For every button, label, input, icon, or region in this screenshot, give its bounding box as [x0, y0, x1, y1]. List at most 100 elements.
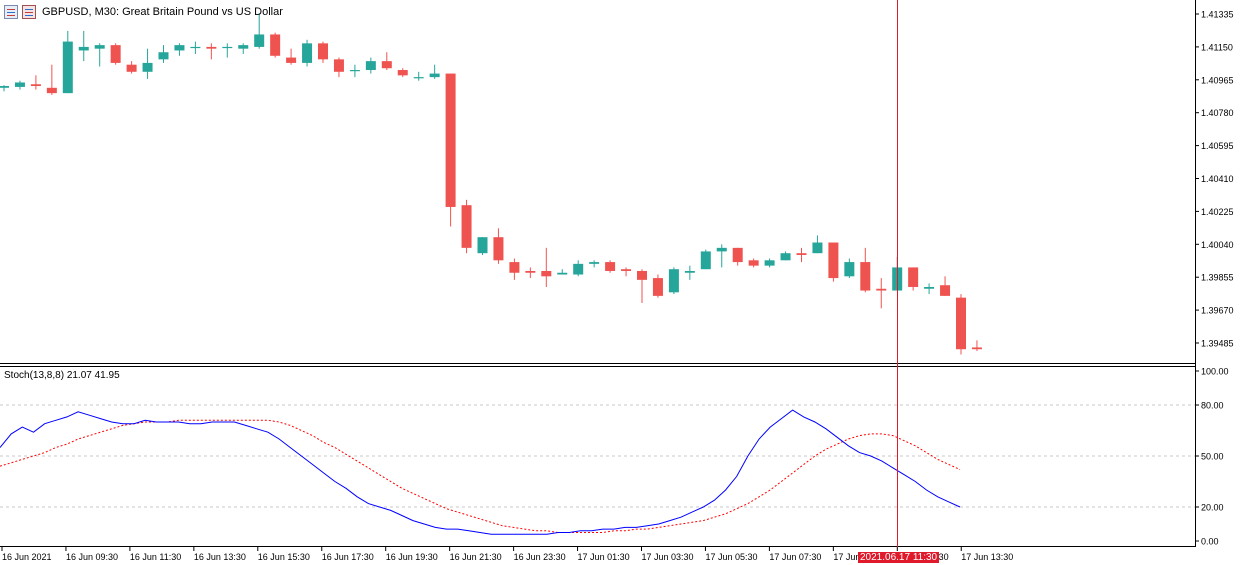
time-label: 17 Jun 07:30 [769, 552, 821, 562]
bearish-candle [908, 267, 919, 287]
bearish-candle [748, 260, 759, 266]
bullish-candle [716, 247, 727, 252]
bullish-candle [222, 46, 233, 49]
stochastic-signal-line [0, 419, 961, 533]
bullish-candle [254, 34, 265, 47]
stochastic-series [0, 409, 961, 535]
bullish-candle [14, 82, 25, 87]
time-label: 17 Jun 01:30 [578, 552, 630, 562]
time-label: 16 Jun 17:30 [322, 552, 374, 562]
bearish-candle [381, 61, 392, 69]
trade-panel-icon[interactable] [22, 5, 36, 19]
bearish-candle [461, 205, 472, 248]
time-label: 17 Jun 05:30 [705, 552, 757, 562]
bearish-candle [46, 87, 57, 94]
oscillator-axis: 100.00 80.00 50.00 20.00 0.00 [1195, 367, 1229, 547]
bullish-candle [302, 43, 313, 63]
price-label: 1.39485 [1201, 339, 1234, 349]
bearish-candle [828, 242, 839, 279]
oscillator-label: 0.00 [1201, 537, 1219, 547]
bearish-candle [270, 34, 281, 56]
chart-title-bar: GBPUSD, M30: Great Britain Pound vs US D… [4, 4, 283, 20]
oscillator-label: 100.00 [1201, 367, 1229, 377]
bullish-candle [844, 262, 855, 277]
bullish-candle [812, 242, 823, 254]
bullish-candle [413, 77, 424, 79]
bullish-candle [349, 70, 360, 72]
time-label: 16 Jun 19:30 [386, 552, 438, 562]
time-label: 17 Jun 03:30 [642, 552, 694, 562]
bullish-candle [684, 270, 695, 273]
bearish-candle [971, 347, 982, 350]
crosshair-time-label: 2021.06.17 11:30 [858, 552, 940, 563]
bearish-candle [876, 288, 887, 291]
chart-title: GBPUSD, M30: Great Britain Pound vs US D… [42, 6, 283, 18]
bullish-candle [589, 262, 600, 264]
bearish-candle [110, 45, 121, 63]
price-label: 1.40780 [1201, 108, 1234, 118]
bullish-candle [158, 52, 169, 60]
time-label: 16 Jun 23:30 [514, 552, 566, 562]
price-label: 1.40595 [1201, 141, 1234, 151]
bullish-candle [557, 272, 568, 275]
bullish-candle [668, 269, 679, 293]
bullish-candle [429, 73, 440, 78]
bearish-candle [397, 70, 408, 76]
bearish-candle [30, 84, 41, 87]
oscillator-level-lines [0, 404, 1195, 508]
price-label: 1.41335 [1201, 10, 1234, 20]
time-label: 16 Jun 09:30 [66, 552, 118, 562]
bearish-candle [541, 270, 552, 277]
price-label: 1.41150 [1201, 42, 1233, 52]
bearish-candle [509, 262, 520, 273]
price-label: 1.40965 [1201, 75, 1234, 85]
bearish-candle [652, 278, 663, 296]
bullish-candle [62, 41, 73, 94]
bearish-candle [286, 57, 297, 63]
oscillator-label: 50.00 [1201, 452, 1224, 462]
bullish-candle [780, 253, 791, 261]
bearish-candle [732, 247, 743, 263]
oscillator-label: 20.00 [1201, 503, 1224, 513]
bearish-candle [621, 269, 632, 271]
bearish-candle [796, 253, 807, 255]
price-label: 1.40040 [1201, 240, 1234, 250]
bullish-candle [764, 260, 775, 266]
time-label: 16 Jun 2021 [2, 552, 52, 562]
bullish-candle [573, 263, 584, 275]
bullish-candle [94, 45, 105, 49]
time-label: 16 Jun 13:30 [194, 552, 246, 562]
candlestick-series [0, 13, 982, 355]
time-label: 16 Jun 11:30 [130, 552, 181, 562]
chart-window-icon[interactable] [4, 5, 18, 19]
bearish-candle [206, 46, 217, 49]
bullish-candle [78, 46, 89, 51]
bullish-candle [477, 237, 488, 254]
bullish-candle [924, 286, 935, 289]
bearish-candle [525, 270, 536, 273]
bullish-candle [365, 61, 376, 71]
chart-frame [0, 0, 1196, 547]
bearish-candle [605, 262, 616, 271]
bullish-candle [238, 45, 249, 49]
bearish-candle [445, 73, 456, 207]
bearish-candle [333, 59, 344, 72]
bullish-candle [700, 251, 711, 270]
stochastic-main-line [0, 409, 961, 535]
indicator-label: Stoch(13,8,8) 21.07 41.95 [4, 370, 120, 381]
bearish-candle [126, 64, 137, 72]
price-label: 1.40410 [1201, 174, 1234, 184]
price-label: 1.39855 [1201, 273, 1234, 283]
bearish-candle [860, 262, 871, 291]
time-label: 17 Jun 13:30 [961, 552, 1013, 562]
bullish-candle [0, 86, 9, 88]
bearish-candle [956, 297, 966, 350]
bearish-candle [940, 285, 951, 296]
time-label: 16 Jun 15:30 [258, 552, 310, 562]
bullish-candle [190, 46, 201, 49]
price-axis: 1.41335 1.41150 1.40965 1.40780 1.40595 1.404… [1195, 10, 1234, 349]
price-label: 1.39670 [1201, 306, 1234, 316]
oscillator-label: 80.00 [1201, 401, 1224, 411]
bearish-candle [637, 270, 647, 280]
